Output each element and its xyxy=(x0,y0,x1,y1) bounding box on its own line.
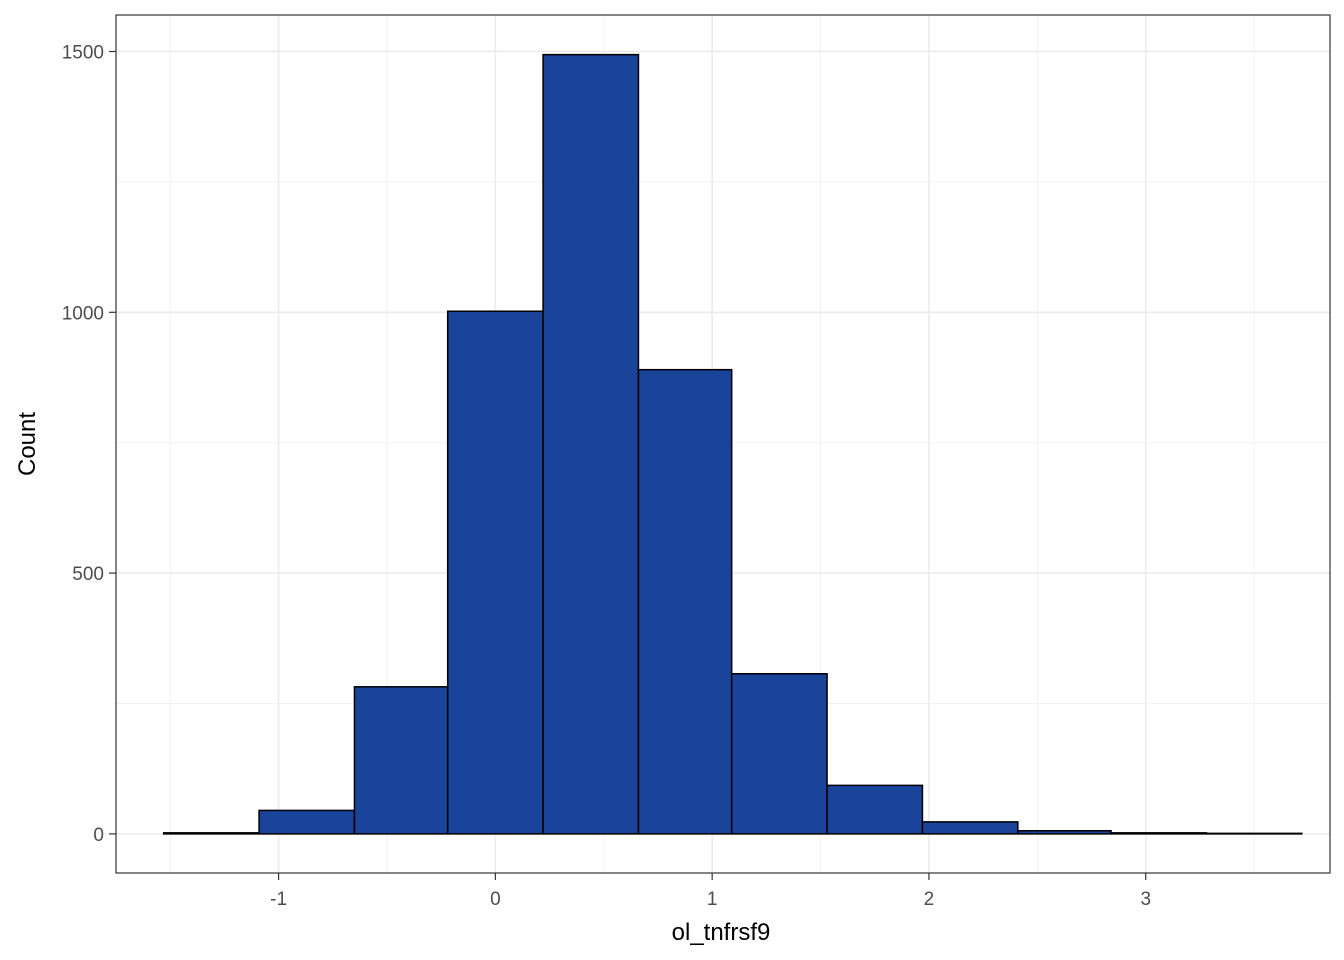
histogram-bar xyxy=(921,821,1019,835)
histogram-bar xyxy=(542,53,640,835)
x-tick-label: 1 xyxy=(707,889,718,910)
histogram-bar xyxy=(446,310,544,835)
y-tick-label: 1000 xyxy=(62,303,104,324)
histogram-bar xyxy=(1205,832,1303,835)
x-tick-label: 0 xyxy=(490,889,501,910)
histogram-bars xyxy=(162,53,1303,835)
y-axis-title: Count xyxy=(14,412,41,476)
x-axis-title: ol_tnfrsf9 xyxy=(672,919,771,946)
x-axis-ticks: -1 0 1 2 3 xyxy=(270,873,1151,910)
y-tick-label: 1500 xyxy=(62,43,104,64)
y-axis-ticks: 0 500 1000 1500 xyxy=(62,43,116,846)
x-tick-label: 3 xyxy=(1140,889,1151,910)
histogram-bar xyxy=(730,673,828,835)
x-tick-label: 2 xyxy=(924,889,935,910)
histogram-bar xyxy=(637,368,733,835)
histogram-bar xyxy=(1017,830,1112,835)
y-tick-label: 500 xyxy=(72,564,104,585)
y-tick-label: 0 xyxy=(93,825,104,846)
histogram-bar xyxy=(353,686,449,835)
histogram-bar xyxy=(258,809,356,835)
histogram-bar xyxy=(162,832,260,835)
x-tick-label: -1 xyxy=(270,889,287,910)
histogram-bar xyxy=(826,784,924,835)
panel-border xyxy=(115,14,1331,874)
histogram-bar xyxy=(1110,832,1208,835)
